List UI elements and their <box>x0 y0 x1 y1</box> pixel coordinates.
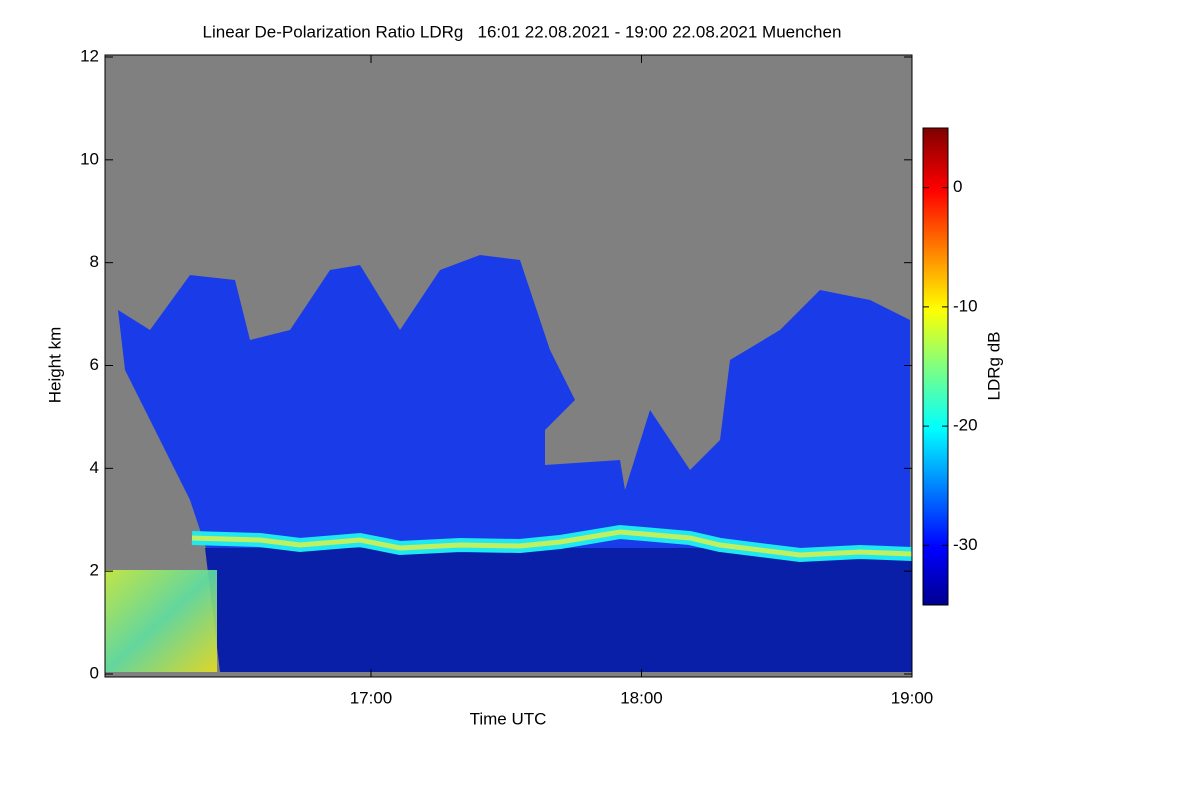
chart-title: Linear De-Polarization Ratio LDRg 16:01 … <box>203 22 842 41</box>
y-tick-label: 0 <box>90 663 99 682</box>
lower-layer <box>205 548 912 672</box>
y-tick-label: 4 <box>90 458 99 477</box>
y-tick-label: 6 <box>90 355 99 374</box>
colorbar-tick-label: 0 <box>953 177 962 196</box>
colorbar <box>922 127 949 606</box>
melting-layer-core <box>191 529 913 558</box>
colorbar-tick-label: -30 <box>953 535 978 554</box>
near-ground-noise <box>105 570 217 672</box>
colorbar-tick-label: -20 <box>953 416 978 435</box>
plot-field <box>104 54 913 678</box>
y-tick-label: 12 <box>80 46 99 65</box>
x-tick-label: 18:00 <box>620 688 663 707</box>
colorbar-tick-label: -10 <box>953 296 978 315</box>
colorbar-label: LDRg dB <box>984 332 1003 401</box>
x-axis-label: Time UTC <box>470 709 547 728</box>
x-tick-label: 17:00 <box>350 688 393 707</box>
y-tick-label: 2 <box>90 561 99 580</box>
x-tick-label: 19:00 <box>891 688 934 707</box>
y-axis-label: Height km <box>45 327 64 404</box>
y-tick-label: 10 <box>80 149 99 168</box>
y-tick-label: 8 <box>90 252 99 271</box>
